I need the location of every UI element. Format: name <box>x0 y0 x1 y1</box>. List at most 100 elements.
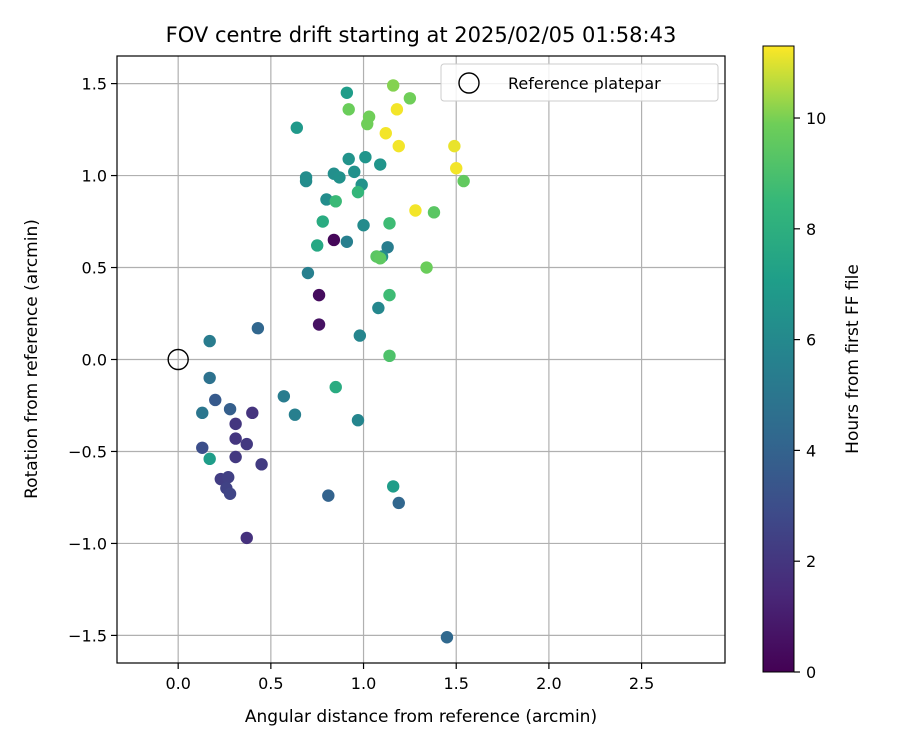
data-point <box>290 121 304 134</box>
data-point <box>427 206 441 219</box>
data-point <box>420 261 433 274</box>
data-point <box>351 185 365 199</box>
data-point <box>448 139 461 153</box>
data-point <box>310 239 324 252</box>
data-point <box>203 334 216 348</box>
data-point <box>386 480 400 493</box>
data-point <box>392 139 405 153</box>
reference-point-marker <box>167 348 189 371</box>
x-tick-label: 2.5 <box>629 674 654 693</box>
legend-reference-marker <box>458 72 480 94</box>
data-point <box>409 204 422 217</box>
data-point <box>390 103 404 116</box>
data-point <box>383 217 396 230</box>
data-point <box>229 417 242 431</box>
data-point <box>383 288 396 302</box>
data-point <box>223 402 237 416</box>
data-point <box>299 171 313 184</box>
x-tick-label: 1.0 <box>351 674 376 693</box>
data-point <box>327 233 341 247</box>
data-point <box>340 235 354 248</box>
data-point <box>223 487 237 500</box>
data-point <box>222 471 235 484</box>
data-point <box>209 393 222 407</box>
colorbar-tick-label: 10 <box>806 109 826 128</box>
y-tick-label: −1.0 <box>68 534 107 553</box>
y-tick-label: 1.0 <box>82 167 107 186</box>
chart-title: FOV centre drift starting at 2025/02/05 … <box>166 23 677 47</box>
data-point <box>357 219 370 232</box>
data-point <box>351 414 365 427</box>
data-point <box>320 193 333 206</box>
y-tick-label: 0.5 <box>82 259 107 278</box>
data-point <box>372 301 385 315</box>
y-axis-label: Rotation from reference (arcmin) <box>22 219 42 499</box>
data-point <box>359 150 372 164</box>
x-tick-label: 0.5 <box>258 674 283 693</box>
data-point <box>316 215 329 228</box>
reference-marker-layer <box>167 348 189 371</box>
x-axis-label: Angular distance from reference (arcmin) <box>245 707 597 727</box>
legend-label: Reference platepar <box>508 74 661 93</box>
data-point <box>342 152 355 166</box>
data-point <box>333 171 346 184</box>
data-point <box>196 406 209 420</box>
data-point <box>229 450 242 464</box>
y-tick-label: −0.5 <box>68 442 107 461</box>
data-point <box>362 110 376 123</box>
x-tick-label: 2.0 <box>536 674 561 693</box>
data-point <box>312 318 326 331</box>
colorbar: 0 2 4 6 8 10 Hours from first FF file <box>762 45 863 682</box>
data-point <box>203 371 216 385</box>
data-point <box>379 127 392 140</box>
data-point <box>457 174 470 188</box>
data-point <box>381 241 394 254</box>
data-point <box>301 266 315 280</box>
data-point <box>277 390 291 403</box>
y-tick-label: −1.5 <box>68 626 107 645</box>
data-point <box>322 489 335 502</box>
data-point <box>246 406 259 420</box>
data-point <box>353 329 367 342</box>
x-axis-ticks: 0.0 0.5 1.0 1.5 2.0 2.5 <box>165 663 654 693</box>
colorbar-tick-label: 2 <box>806 552 816 571</box>
data-point <box>374 158 387 171</box>
data-point <box>251 322 265 335</box>
y-tick-label: 1.5 <box>82 75 107 94</box>
colorbar-tick-label: 8 <box>806 220 816 239</box>
data-point <box>312 288 326 302</box>
data-point <box>403 92 417 105</box>
data-point <box>288 408 302 421</box>
colorbar-label: Hours from first FF file <box>843 264 863 454</box>
legend-box <box>440 63 719 102</box>
x-tick-label: 0.0 <box>165 674 190 693</box>
colorbar-tick-label: 6 <box>806 331 816 350</box>
data-point <box>450 162 463 175</box>
data-point <box>329 195 342 208</box>
data-point <box>255 458 268 471</box>
x-tick-label: 1.5 <box>443 674 468 693</box>
data-point <box>342 103 355 116</box>
colorbar-ticks: 0 2 4 6 8 10 <box>794 109 826 682</box>
legend: Reference platepar <box>440 63 719 102</box>
data-point <box>229 432 242 445</box>
data-point <box>440 631 454 644</box>
data-point <box>374 252 387 265</box>
grid-lines <box>117 56 725 663</box>
data-point <box>383 349 396 363</box>
colorbar-tick-label: 0 <box>806 663 816 682</box>
data-point <box>196 441 209 454</box>
data-point <box>203 452 216 466</box>
colorbar-tick-label: 4 <box>806 441 816 460</box>
data-point <box>240 437 253 451</box>
colorbar-gradient <box>762 45 795 673</box>
data-point <box>386 79 400 92</box>
y-axis-ticks: −1.5 −1.0 −0.5 0.0 0.5 1.0 1.5 <box>68 75 117 645</box>
data-point <box>329 380 342 394</box>
data-points <box>196 79 470 644</box>
data-point <box>392 496 405 510</box>
data-point <box>240 531 253 545</box>
data-point <box>340 86 354 99</box>
data-point <box>348 165 361 179</box>
